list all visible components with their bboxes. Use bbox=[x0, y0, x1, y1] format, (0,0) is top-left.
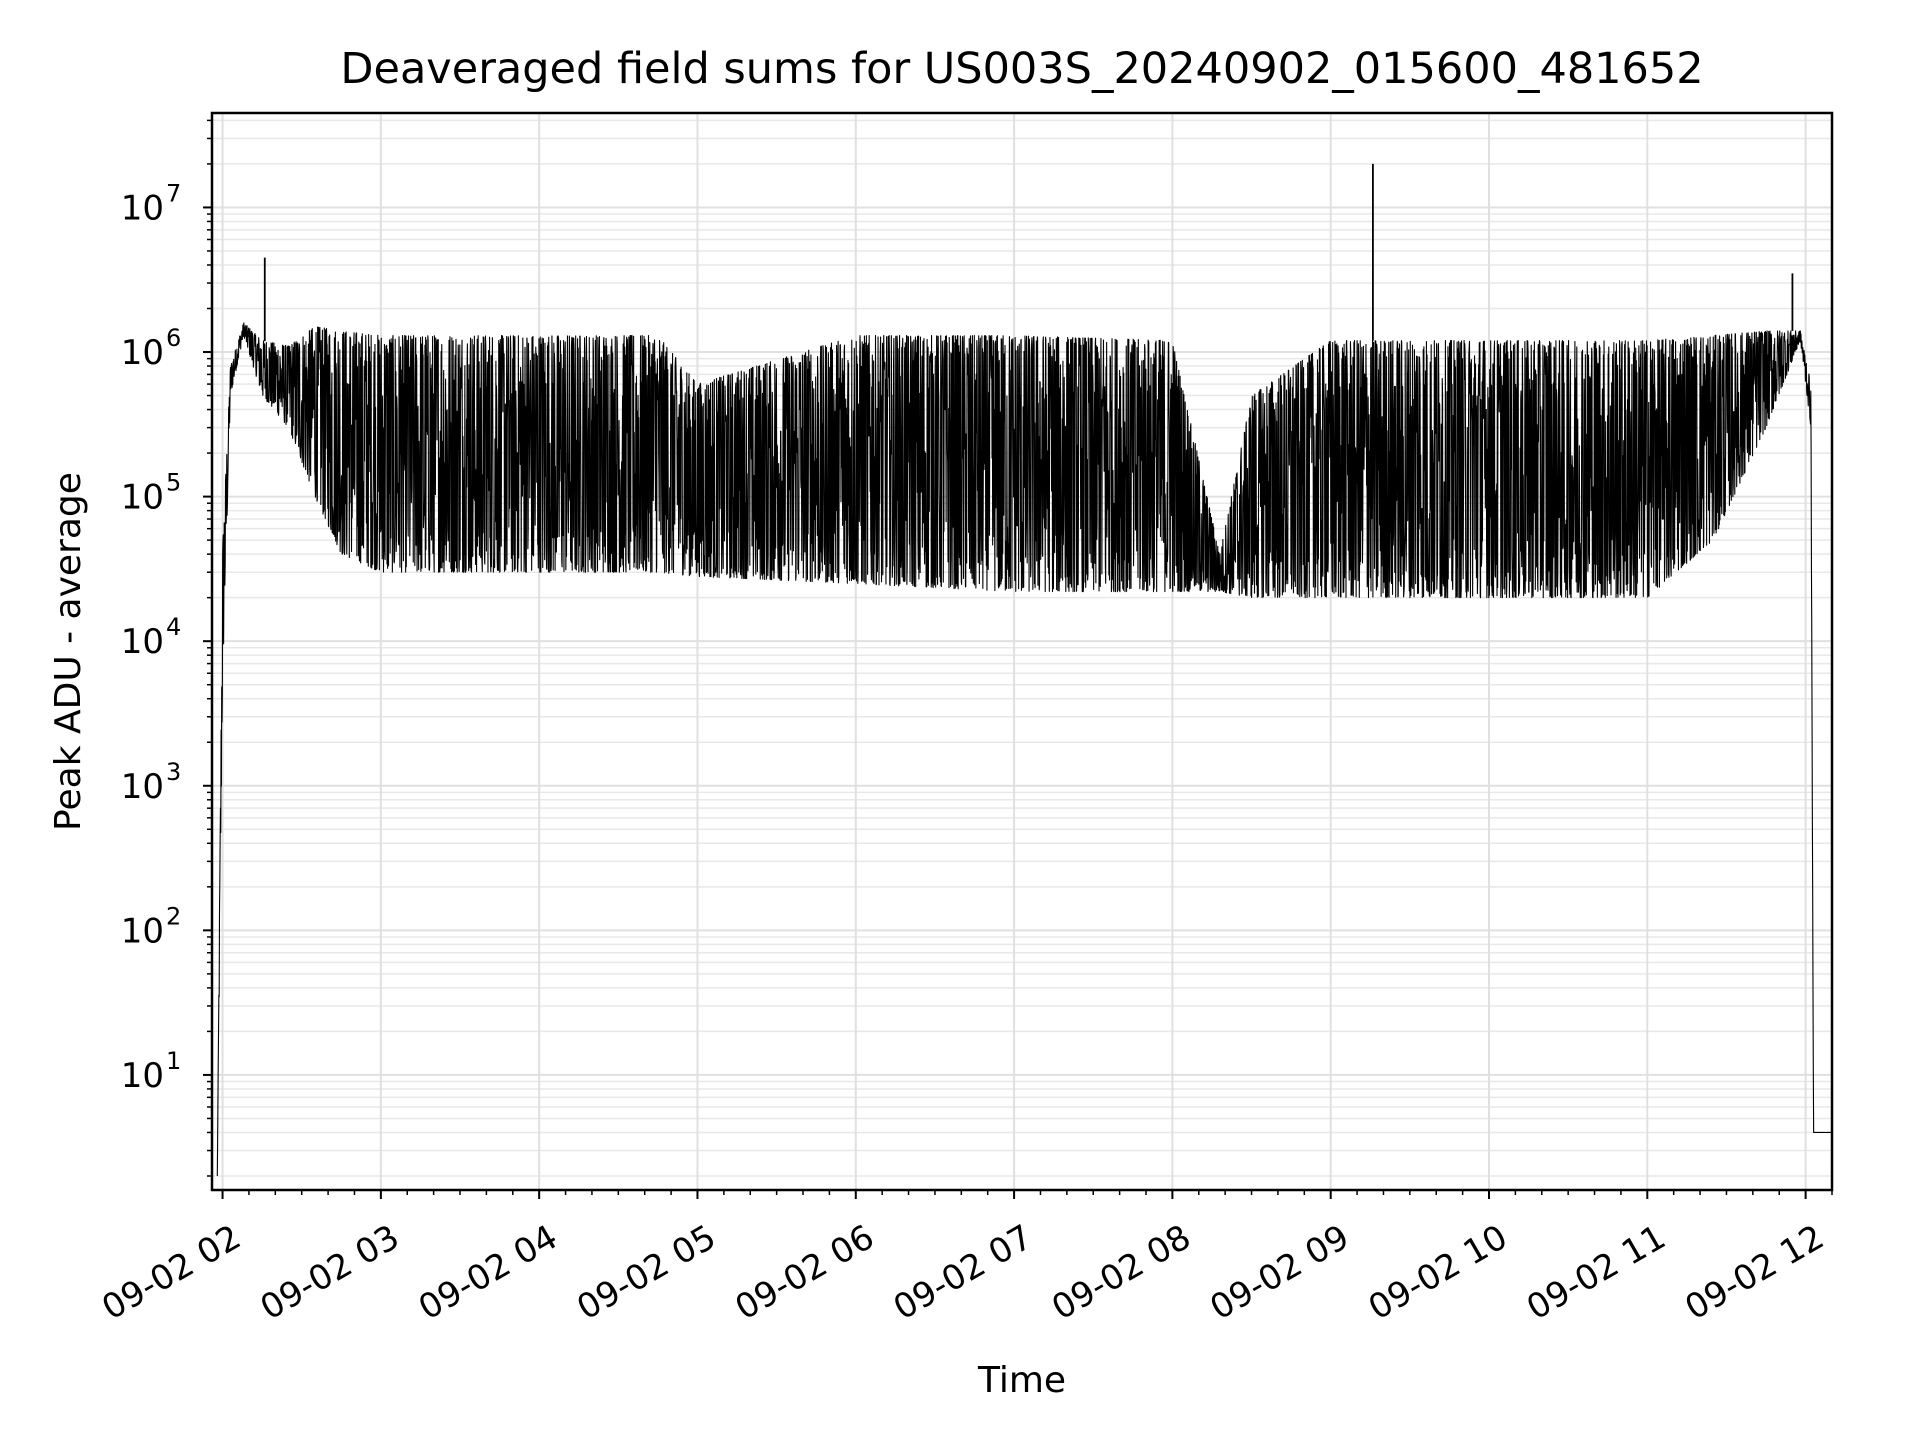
y-tick-label: 10 bbox=[121, 767, 164, 807]
y-tick-label: 10 bbox=[121, 333, 164, 373]
chart-title: Deaveraged field sums for US003S_2024090… bbox=[340, 44, 1703, 94]
y-tick-exponent: 2 bbox=[166, 902, 181, 930]
y-tick-exponent: 6 bbox=[166, 324, 181, 352]
data-series bbox=[216, 163, 1832, 1176]
y-tick-label: 10 bbox=[121, 622, 164, 662]
y-tick-exponent: 5 bbox=[166, 469, 181, 497]
plot-frame bbox=[210, 111, 1834, 1192]
y-tick-label: 10 bbox=[121, 478, 164, 518]
y-tick-exponent: 1 bbox=[166, 1047, 181, 1075]
y-tick-exponent: 7 bbox=[166, 179, 181, 207]
x-axis-label: Time bbox=[977, 1360, 1066, 1401]
y-axis-label: Peak ADU - average bbox=[48, 472, 89, 831]
y-tick-label: 10 bbox=[121, 911, 164, 951]
y-tick-label: 10 bbox=[121, 188, 164, 228]
y-tick-exponent: 3 bbox=[166, 758, 181, 786]
y-tick-label: 10 bbox=[121, 1056, 164, 1096]
y-tick-exponent: 4 bbox=[166, 613, 181, 641]
series-line bbox=[216, 322, 1832, 1176]
